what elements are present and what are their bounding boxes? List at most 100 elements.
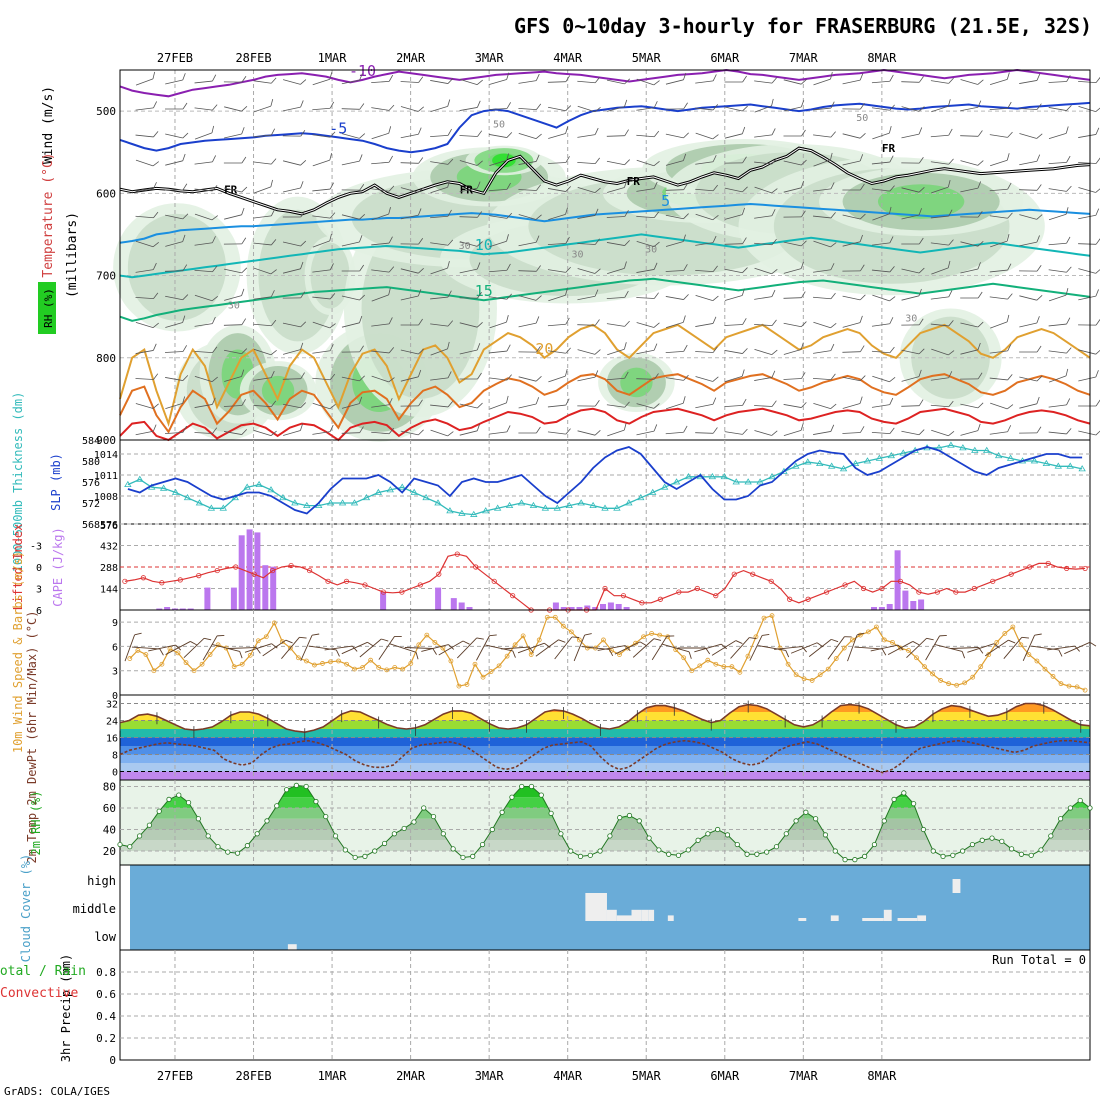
wind-barb-shaft: [518, 270, 537, 272]
wind-barb: [489, 212, 513, 219]
wind-barb-shaft: [194, 294, 213, 302]
wind-barb: [489, 293, 513, 300]
wind-barb: [135, 262, 157, 273]
wind-barb-flag: [300, 402, 306, 408]
thickness-marker: [827, 462, 836, 469]
lifted-index-marker: [768, 578, 774, 584]
wind-barb: [489, 234, 509, 248]
wind-barb: [400, 157, 424, 164]
wind-barb: [577, 76, 601, 84]
wind-barb-flag: [506, 344, 511, 352]
wind-barb-flag: [1065, 126, 1069, 134]
wind-barb: [812, 292, 836, 300]
surface-wind-barb: [1003, 636, 1030, 660]
wind-barb-flag: [948, 290, 953, 298]
wind-barb-shaft: [194, 432, 213, 434]
thickness-marker: [529, 501, 538, 509]
thickness-marker: [1030, 457, 1039, 464]
wind-barb: [695, 316, 717, 327]
wind-barb-shaft: [724, 268, 743, 274]
wind-barb-shaft: [842, 241, 861, 247]
wind-barb-shaft: [253, 80, 272, 84]
wind-barb-shaft: [871, 80, 890, 84]
precip-tick-label: 0.2: [96, 1032, 116, 1045]
wind-speed-marker: [544, 614, 550, 620]
wind-speed-marker: [568, 629, 574, 635]
wind-barb-shaft: [371, 161, 390, 165]
wind-barb-shaft: [695, 351, 714, 353]
wind-barb-shaft: [754, 161, 773, 165]
wind-barb-shaft: [430, 215, 449, 219]
wind-barb-shaft: [1019, 160, 1038, 166]
wind-barb-flag: [565, 105, 572, 111]
wind-barb: [783, 372, 806, 380]
surface-wind-barb-flag: [961, 651, 966, 659]
lifted-index-marker: [177, 577, 183, 583]
wind-barb: [430, 429, 454, 437]
wind-barb-shaft: [636, 159, 654, 167]
wind-barb-flag: [153, 373, 159, 380]
wind-barb: [488, 102, 512, 110]
wind-barb-flag: [241, 76, 247, 83]
wind-barb: [724, 207, 745, 220]
wind-barb-shaft: [842, 403, 861, 409]
wind-barb-shaft: [224, 106, 242, 112]
wind-barb: [400, 208, 422, 220]
wind-barb-shaft: [547, 323, 566, 327]
rh-marker: [773, 844, 780, 850]
wind-barb-shaft: [194, 375, 213, 383]
wind-barb-flag: [830, 322, 837, 329]
wind-speed-marker: [769, 613, 775, 619]
wind-barb-flag: [948, 371, 953, 378]
surface-wind-barb: [925, 634, 947, 661]
wind-speed-marker: [994, 639, 1000, 645]
rh-marker: [225, 849, 231, 855]
rh-marker: [715, 826, 721, 833]
wind-barb-flag: [359, 426, 364, 433]
wind-speed-marker: [368, 657, 374, 663]
wind-barb-flag: [1065, 207, 1069, 215]
cape-bar: [894, 550, 901, 610]
wind-barb-shaft: [931, 105, 949, 113]
surface-wind-barb-flag: [926, 637, 934, 641]
wind-barb-flag: [594, 127, 599, 135]
wind-barb-flag: [918, 348, 925, 355]
wind-barb: [1078, 187, 1100, 193]
wind-barb-flag: [359, 345, 364, 353]
wind-barb-shaft: [901, 106, 920, 112]
wind-barb-shaft: [282, 268, 301, 274]
wind-barb-shaft: [842, 295, 861, 301]
surface-wind-barb-shaft: [124, 634, 136, 662]
wind-barb: [282, 160, 307, 166]
wind-barb-shaft: [1078, 187, 1096, 193]
wind-barb-shaft: [489, 402, 507, 410]
wind-barb-shaft: [724, 133, 743, 139]
wind-barb-flag: [800, 79, 807, 85]
thickness-marker: [279, 493, 287, 501]
wind-barb-flag: [771, 268, 778, 275]
wind-barb: [459, 181, 481, 193]
wind-barb: [312, 233, 332, 248]
temp-tick-label: 16: [106, 734, 118, 745]
lifted-tick-label: 0: [36, 563, 42, 574]
wind-barb: [224, 106, 248, 112]
wind-barb-flag: [830, 71, 833, 80]
wind-barb: [871, 397, 894, 408]
wind-barb-flag: [889, 397, 894, 405]
wind-barb-shaft: [636, 240, 655, 248]
wind-barb: [901, 187, 925, 193]
wind-barb-shaft: [518, 241, 537, 247]
lifted-tick-label: 3: [36, 585, 42, 596]
surface-wind-barb: [308, 645, 340, 657]
wind-barb-flag: [300, 291, 306, 299]
wind-barb: [1048, 75, 1071, 83]
rh-marker: [685, 847, 691, 853]
wind-barb-flag: [771, 158, 777, 165]
wind-barb-flag: [1066, 347, 1072, 354]
wind-barb: [224, 207, 245, 220]
surface-wind-barb-flag: [856, 632, 865, 636]
wind-barb: [194, 375, 218, 383]
surface-wind-barb-flag: [735, 640, 743, 644]
wind-speed-marker: [528, 652, 534, 657]
wind-barb-shaft: [930, 377, 949, 381]
